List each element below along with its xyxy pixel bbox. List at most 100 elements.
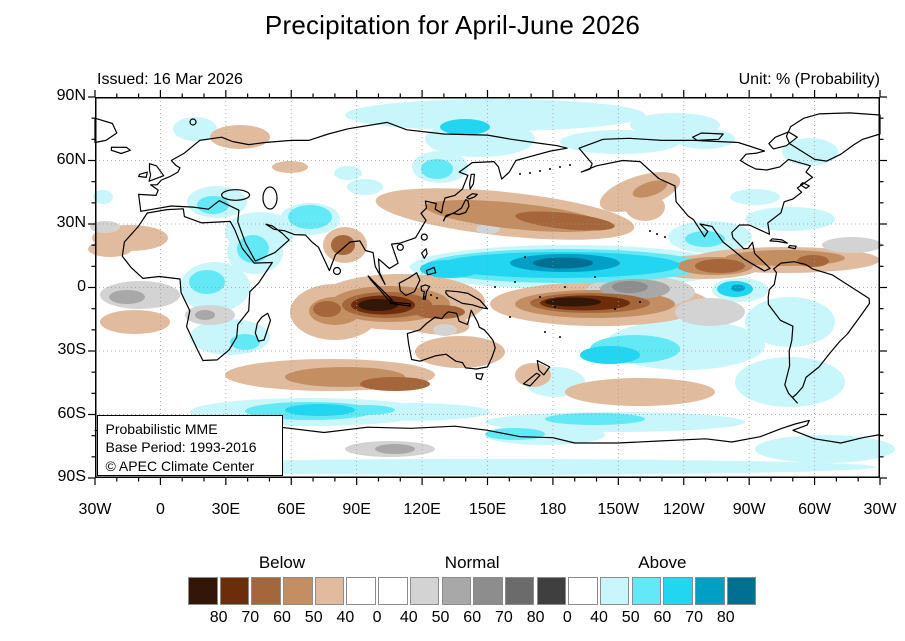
coast-south-america [767, 261, 871, 404]
colorbar-edge-label: 80 [209, 609, 228, 626]
lat-tick-label: 0 [77, 277, 86, 295]
colorbar-boxes [188, 577, 757, 605]
island-mindanao [425, 266, 437, 276]
colorbar-box [726, 577, 757, 605]
island-newfoundland [799, 182, 810, 189]
colorbar-box [695, 577, 725, 605]
info-line-base-period: Base Period: 1993-2016 [105, 439, 257, 455]
colorbar-box [314, 577, 345, 605]
lon-tick-label: 150E [468, 501, 507, 518]
lat-tick-label: 30N [56, 214, 86, 231]
colorbar-box [188, 577, 218, 605]
colorbar-box [599, 577, 630, 605]
colorbar-box [378, 577, 408, 605]
plot-border [95, 97, 880, 478]
colorbar-box [568, 577, 598, 605]
colorbar-edge-label: 70 [685, 609, 703, 626]
lat-tick-label: 60N [56, 150, 86, 168]
coast-australia [406, 309, 496, 370]
issued-date-label: Issued: 16 Mar 2026 [97, 71, 243, 88]
island-iceland [110, 146, 131, 155]
island-ireland [138, 171, 148, 178]
island-nz-north [536, 359, 551, 376]
colorbar-edge-label: 50 [304, 609, 323, 626]
island-sumatra [367, 275, 393, 301]
colorbar-edge-label: 0 [372, 609, 382, 626]
lon-tick-label: 90W [732, 501, 766, 518]
colorbar-edge-label: 60 [463, 609, 482, 626]
colorbar-edge-label: 0 [562, 609, 572, 626]
colorbar-box [504, 577, 535, 605]
colorbar-box [663, 577, 693, 605]
island-sulawesi [420, 284, 431, 300]
colorbar-edge-label: 70 [494, 609, 513, 626]
island-luzon [421, 248, 428, 259]
colorbar-edge-label: 40 [399, 609, 418, 626]
lon-tick-label: 180 [539, 501, 567, 518]
island-honshu [442, 199, 470, 222]
lon-tick-label: 150W [597, 501, 640, 518]
coastlines [94, 112, 881, 444]
lon-tick-label: 60W [798, 501, 832, 518]
island-victoria [692, 132, 724, 141]
colorbar-category-label: Normal [444, 553, 500, 572]
island-java [389, 301, 411, 307]
sea-caspian [262, 186, 278, 210]
colorbar-edge-label: 40 [336, 609, 355, 626]
island-nz-south [522, 372, 541, 387]
coast-greenland-west-fragment [94, 117, 118, 144]
lon-tick-label: 120W [662, 501, 705, 518]
info-box: Probabilistic MME Base Period: 1993-2016… [96, 414, 283, 476]
coast-antarctica [94, 419, 881, 444]
world-map [88, 90, 895, 485]
island-hokkaido [466, 193, 478, 200]
coast-north-america [578, 137, 814, 272]
graticule-grid [95, 97, 880, 478]
lat-tick-label: 90N [56, 87, 86, 104]
colorbar-box [283, 577, 313, 605]
colorbar-box [536, 577, 567, 605]
lon-tick-label: 90E [342, 501, 371, 518]
colorbar-box [219, 577, 250, 605]
island-britain [148, 163, 165, 182]
info-line-method: Probabilistic MME [105, 420, 218, 437]
island-borneo [398, 272, 421, 297]
coast-eurasia [138, 121, 568, 285]
coast-africa [121, 208, 273, 362]
lon-tick-label: 30E [211, 501, 241, 518]
colorbar-box [251, 577, 281, 605]
island-tasmania [475, 373, 484, 381]
island-baffin [768, 131, 798, 150]
page-title: Precipitation for April-June 2026 [264, 10, 641, 40]
island-new-guinea [445, 290, 489, 310]
map-panel: Probabilistic MME Base Period: 1993-2016… [88, 90, 895, 485]
island-hainan [396, 243, 404, 251]
colorbar-edge-label: 80 [526, 609, 545, 626]
colorbar-box [631, 577, 662, 605]
colorbar-edge-label: 70 [241, 609, 260, 626]
colorbar-edge-label: 40 [590, 609, 608, 626]
axis-ticks [88, 90, 887, 485]
lon-tick-label: 60E [277, 501, 306, 518]
colorbar-box [346, 577, 376, 605]
colorbar-edge-label: 50 [621, 609, 640, 626]
colorbar-category-label: Below [258, 553, 306, 572]
island-taiwan [420, 233, 428, 241]
unit-label: Unit: % (Probability) [738, 71, 880, 88]
colorbar-box [409, 577, 440, 605]
lon-tick-label: 30W [863, 501, 897, 518]
colorbar-edge-label: 50 [431, 609, 450, 626]
lon-tick-label: 0 [155, 501, 165, 518]
info-line-copyright: © APEC Climate Center [105, 457, 255, 474]
colorbar-category-label: Above [638, 553, 687, 572]
island-madagascar [254, 312, 272, 342]
lat-tick-label: 60S [57, 404, 86, 422]
island-sakhalin [469, 173, 475, 190]
small-islands-dots [424, 164, 666, 338]
colorbar-box [473, 577, 503, 605]
colorbar-edge-label: 80 [716, 609, 735, 626]
coast-greenland [785, 112, 881, 162]
lat-tick-label: 90S [57, 468, 86, 485]
island-hispaniola [787, 245, 797, 250]
